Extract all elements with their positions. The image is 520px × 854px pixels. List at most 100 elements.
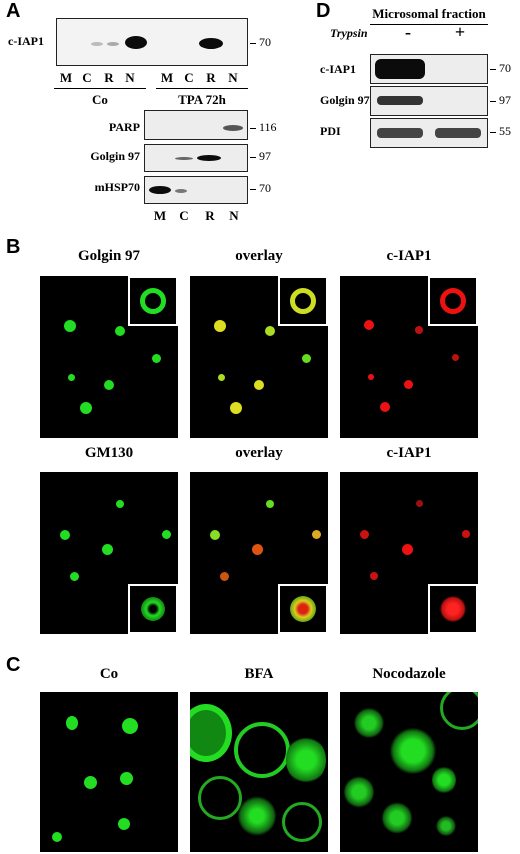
micrograph-gm130	[40, 472, 178, 634]
condition-plus: +	[454, 22, 466, 42]
mw-label: 97	[499, 93, 511, 107]
mw-tick	[250, 189, 256, 190]
micrograph-inset	[428, 584, 478, 634]
group-underline-tpa	[156, 88, 248, 89]
group-label-tpa: TPA 72h	[178, 92, 226, 107]
treatment-label: Trypsin	[330, 26, 368, 40]
cell-signal	[64, 320, 76, 332]
group-label-co: Co	[92, 92, 108, 107]
cell-signal	[230, 402, 242, 414]
cell-signal	[312, 530, 321, 539]
micrograph-title: overlay	[235, 248, 283, 264]
cell-signal	[234, 722, 290, 778]
mw-label: 70	[259, 181, 271, 195]
band-golgin97-c	[175, 157, 193, 160]
cell-signal	[190, 704, 232, 762]
cell-signal	[102, 544, 113, 555]
micrograph-inset	[428, 276, 478, 326]
cell-signal	[141, 597, 165, 621]
mw-tick	[490, 101, 496, 102]
micrograph-title: Golgin 97	[77, 248, 141, 264]
cell-signal	[360, 530, 369, 539]
micrograph-bfa	[190, 692, 328, 852]
band-c-iap1-co-r	[107, 42, 119, 46]
cell-signal	[68, 374, 75, 381]
lane-label: M	[153, 208, 167, 223]
cell-signal	[302, 354, 311, 363]
cell-signal	[390, 728, 436, 774]
band-parp-n	[223, 125, 243, 131]
cell-signal	[368, 374, 374, 380]
blot-label-golgin97-d: Golgin 97	[320, 93, 370, 107]
micrograph-overlay-2	[190, 472, 328, 634]
cell-signal	[66, 716, 78, 730]
cell-signal	[198, 776, 242, 820]
cell-signal	[122, 718, 138, 734]
blot-label-c-iap1-a: c-IAP1	[8, 34, 44, 48]
micrograph-inset	[278, 584, 328, 634]
cell-signal	[452, 354, 459, 361]
micrograph-inset	[128, 584, 178, 634]
blot-d-pdi	[370, 118, 488, 148]
mw-tick	[490, 132, 496, 133]
band-d-pdi-plus	[435, 128, 481, 138]
lane-label: C	[82, 70, 92, 85]
blot-golgin97-a	[144, 144, 248, 172]
lane-label: N	[229, 208, 239, 223]
cell-signal	[214, 320, 226, 332]
cell-signal	[84, 776, 97, 789]
cell-signal	[290, 288, 316, 314]
blot-label-golgin97-a: Golgin 97	[90, 149, 140, 163]
blot-label-pdi: PDI	[320, 124, 341, 138]
micrograph-title: Nocodazole	[372, 666, 446, 682]
lane-label: N	[125, 70, 135, 85]
mw-label: 70	[259, 35, 271, 49]
cell-signal	[440, 596, 466, 622]
cell-signal	[210, 530, 220, 540]
lane-label: M	[160, 70, 174, 85]
cell-signal	[118, 818, 130, 830]
cell-signal	[382, 802, 412, 834]
cell-signal	[404, 380, 413, 389]
cell-signal	[436, 816, 456, 836]
cell-signal	[416, 500, 423, 507]
mw-label: 97	[259, 149, 271, 163]
cell-signal	[344, 776, 374, 808]
band-c-iap1-co-c	[91, 42, 103, 46]
mw-label: 116	[259, 120, 277, 134]
cell-signal	[254, 380, 264, 390]
micrograph-inset	[128, 276, 178, 326]
lane-label: R	[104, 70, 114, 85]
lane-label: R	[205, 208, 215, 223]
panel-label-a: A	[6, 0, 21, 22]
micrograph-co	[40, 692, 178, 852]
panel-label-b: B	[6, 236, 21, 258]
micrograph-title: Co	[99, 666, 119, 682]
title-underline	[370, 24, 488, 25]
mw-tick	[490, 69, 496, 70]
micrograph-golgin97	[40, 276, 178, 438]
condition-minus: -	[405, 22, 411, 42]
cell-signal	[218, 374, 225, 381]
cell-signal	[115, 326, 125, 336]
cell-signal	[402, 544, 413, 555]
cell-signal	[440, 288, 466, 314]
micrograph-inset	[278, 276, 328, 326]
cell-signal	[415, 326, 423, 334]
band-d-c-iap1-minus	[375, 59, 425, 79]
cell-signal	[140, 288, 166, 314]
band-c-iap1-co-n	[125, 36, 147, 49]
cell-signal	[120, 772, 133, 785]
cell-signal	[370, 572, 378, 580]
cell-signal	[440, 692, 478, 730]
cell-signal	[60, 530, 70, 540]
blot-d-golgin97	[370, 86, 488, 116]
blot-label-mhsp70: mHSP70	[94, 180, 140, 194]
cell-signal	[152, 354, 161, 363]
cell-signal	[286, 736, 326, 784]
cell-signal	[80, 402, 92, 414]
cell-signal	[290, 596, 316, 622]
micrograph-title: GM130	[84, 445, 134, 461]
blot-label-c-iap1-d: c-IAP1	[320, 62, 356, 76]
micrograph-title: overlay	[235, 445, 283, 461]
